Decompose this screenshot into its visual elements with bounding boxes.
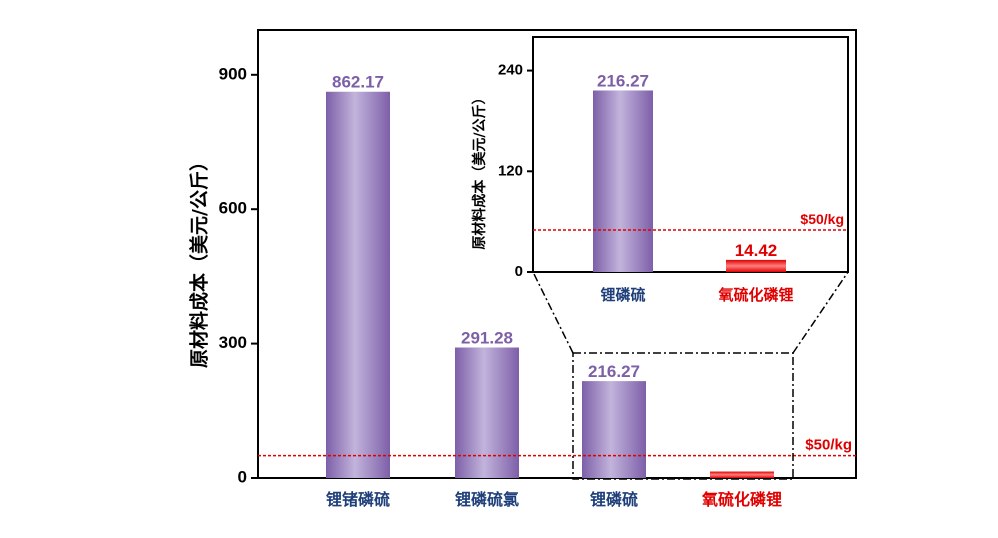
inset-bars [593, 90, 786, 273]
inset-value-label-0: 216.27 [597, 71, 649, 90]
main-bar-2 [582, 381, 646, 478]
inset-background [533, 37, 848, 272]
main-y-tick-label-1: 300 [219, 333, 247, 352]
main-reference-label: $50/kg [805, 437, 852, 454]
inset-category-labels: 锂磷硫 氧硫化磷锂 [600, 286, 793, 304]
inset-reference-label: $50/kg [800, 211, 844, 227]
inset-bar-1 [726, 259, 786, 272]
main-value-labels: 862.17 291.28 216.27 [332, 73, 640, 381]
main-value-label-2: 216.27 [588, 362, 640, 381]
zoom-box [572, 352, 794, 480]
inset-y-tick-label-0: 0 [515, 263, 523, 280]
inset-value-labels: 216.27 14.42 [597, 71, 777, 259]
main-bar-3 [710, 471, 774, 478]
inset-y-ticks: 0 120 240 [498, 62, 533, 280]
main-category-label-3: 氧硫化磷锂 [701, 490, 782, 509]
main-category-label-0: 锂锗磷硫 [326, 490, 390, 509]
main-bar-1 [455, 347, 519, 478]
inset-y-axis-title: 原材料成本（美元/公斤） [471, 90, 488, 249]
inset-y-tick-label-1: 120 [498, 162, 523, 179]
inset-bar-0 [593, 90, 653, 273]
inset-value-label-1: 14.42 [735, 241, 778, 260]
main-y-tick-label-2: 600 [219, 199, 247, 218]
main-y-tick-label-3: 900 [219, 64, 247, 83]
zoom-connector-right [792, 271, 849, 354]
main-value-label-1: 291.28 [461, 329, 513, 348]
main-bar-0 [326, 91, 390, 479]
main-value-label-0: 862.17 [332, 73, 384, 92]
main-category-label-2: 锂磷硫 [590, 490, 638, 509]
zoom-connector [532, 271, 849, 480]
inset-category-label-0: 锂磷硫 [600, 286, 645, 304]
main-category-labels: 锂锗磷硫 锂磷硫氯 锂磷硫 氧硫化磷锂 [326, 490, 782, 509]
main-y-axis-title: 原材料成本（美元/公斤） [188, 152, 211, 368]
main-plot-frame [257, 29, 857, 479]
inset-category-label-1: 氧硫化磷锂 [717, 286, 793, 304]
inset-y-tick-label-2: 240 [498, 62, 523, 79]
main-category-label-1: 锂磷硫氯 [455, 490, 519, 509]
inset-plot-frame [532, 36, 849, 273]
main-y-tick-label-0: 0 [238, 467, 247, 486]
zoom-connector-left [532, 271, 574, 354]
main-y-ticks: 0 300 600 900 [219, 64, 258, 486]
